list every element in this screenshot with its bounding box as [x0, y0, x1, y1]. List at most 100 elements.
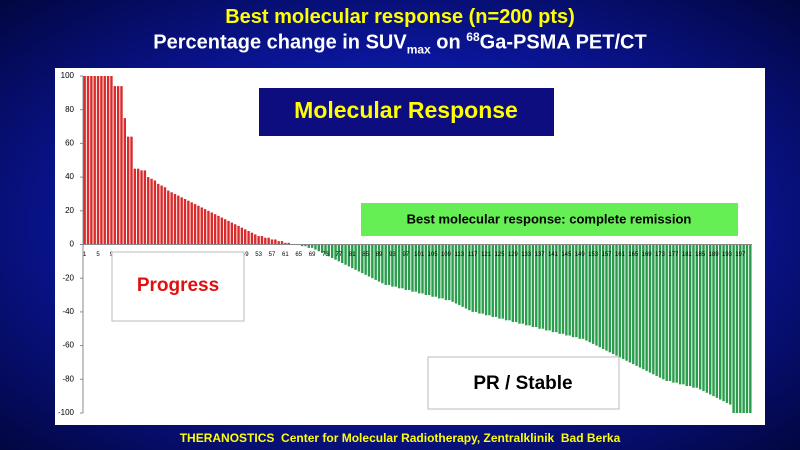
bar [561, 244, 565, 334]
bar [451, 244, 454, 302]
subtitle-sub: max [406, 42, 431, 57]
bar [361, 244, 364, 274]
y-tick-label: -100 [58, 408, 75, 417]
bar [247, 231, 250, 245]
bar [304, 244, 307, 247]
bar [377, 244, 381, 282]
x-tick-label: 1 [83, 252, 87, 258]
x-tick-label: 153 [588, 252, 599, 258]
bar [672, 244, 675, 383]
bar [668, 244, 672, 381]
bar [381, 244, 384, 284]
x-tick-label: 133 [521, 252, 532, 258]
bar [341, 244, 344, 264]
bar [494, 244, 498, 317]
bar [120, 86, 123, 245]
bar [698, 244, 702, 390]
x-tick-label: 77 [336, 252, 343, 258]
bar [116, 86, 120, 245]
bar [260, 236, 264, 245]
bar [237, 225, 240, 245]
bar [628, 244, 632, 363]
bar [367, 244, 371, 277]
annotation: Molecular Response [294, 97, 518, 123]
bar [571, 244, 575, 338]
bar [474, 244, 478, 312]
bar [605, 244, 608, 351]
annotation-box [361, 203, 738, 236]
bar [471, 244, 474, 312]
bar [314, 244, 317, 250]
bar [244, 229, 247, 245]
bar [611, 244, 615, 355]
bar [230, 222, 234, 245]
x-tick-label: 5 [96, 252, 100, 258]
bar [444, 244, 448, 301]
bar [147, 177, 150, 245]
y-tick-label: -20 [62, 273, 74, 282]
bar [484, 244, 488, 316]
bar [695, 244, 699, 388]
bar [749, 244, 752, 413]
bar [742, 244, 745, 413]
bar [568, 244, 571, 336]
bar [227, 220, 230, 245]
annotation: Best molecular response: complete remiss… [407, 211, 692, 226]
y-tick-label: -40 [62, 307, 74, 316]
x-tick-label: 121 [481, 252, 492, 258]
bar [133, 168, 137, 245]
bar [180, 197, 183, 245]
bar [160, 185, 163, 245]
bar [712, 244, 715, 397]
bar [113, 86, 116, 245]
bar [183, 199, 187, 245]
x-tick-label: 157 [601, 252, 612, 258]
x-tick-label: 173 [655, 252, 666, 258]
bar [130, 136, 133, 245]
bar [330, 244, 334, 258]
bar [96, 76, 100, 245]
bar [504, 244, 508, 321]
bar [177, 195, 180, 245]
annotation-box [111, 251, 245, 322]
bar [732, 244, 735, 413]
bar [498, 244, 501, 319]
x-tick-label: 181 [682, 252, 693, 258]
footer: THERANOSTICS Center for Molecular Radiot… [179, 431, 621, 445]
bar [678, 244, 682, 385]
bar [384, 244, 387, 285]
bar [417, 244, 421, 294]
annotation-box [427, 356, 620, 410]
bar [354, 244, 357, 270]
bar [642, 244, 645, 370]
bar [551, 244, 555, 333]
subtitle-text: Percentage change in SUV [153, 31, 407, 54]
bar [364, 244, 367, 275]
bar [217, 215, 220, 245]
x-tick-label: 185 [695, 252, 706, 258]
bar [157, 183, 160, 245]
bar [110, 76, 113, 245]
bar [190, 202, 193, 245]
bar [404, 244, 407, 290]
bar [86, 76, 90, 245]
bar [662, 244, 665, 380]
bar [267, 237, 270, 245]
x-tick-label: 197 [735, 252, 746, 258]
bar [531, 244, 535, 328]
bar [83, 76, 86, 245]
y-tick-label: 20 [65, 206, 74, 215]
x-tick-label: 129 [508, 252, 519, 258]
bar [715, 244, 719, 398]
bar [511, 244, 515, 323]
bar [250, 232, 254, 245]
bar [307, 244, 310, 248]
bar [320, 244, 324, 253]
bar [735, 244, 739, 413]
bar [729, 244, 732, 405]
bar [424, 244, 428, 296]
bar [344, 244, 347, 265]
bar [187, 200, 190, 245]
bar [153, 180, 157, 245]
